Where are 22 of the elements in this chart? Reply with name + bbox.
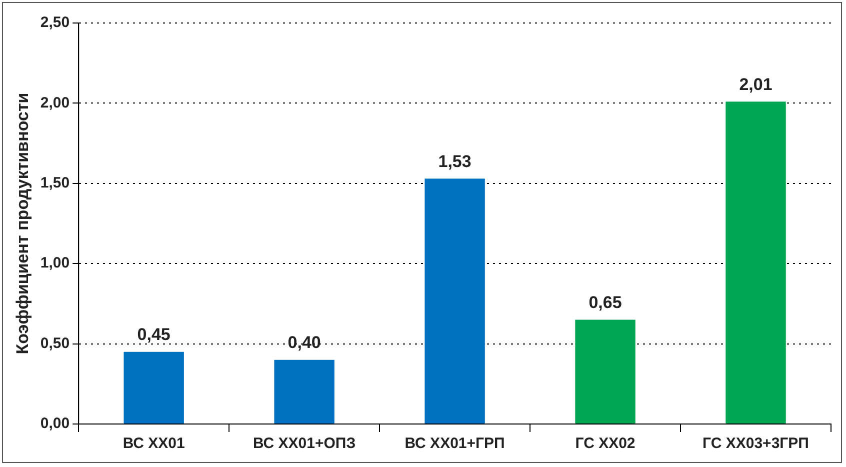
bar <box>575 320 636 424</box>
data-label: 1,53 <box>438 152 472 171</box>
y-tick-label: 2,00 <box>40 94 70 112</box>
y-tick-label: 0,00 <box>40 415 70 432</box>
x-tick-label: ВС ХХ01+ГРП <box>404 435 505 452</box>
data-label: 0,65 <box>588 292 622 312</box>
bar <box>124 352 184 424</box>
x-tick-label: ВС ХХ01 <box>122 435 185 452</box>
x-tick-label: ГС ХХ03+3ГРП <box>702 435 809 452</box>
data-label: 2,01 <box>739 74 772 94</box>
y-tick-label: 2,50 <box>40 14 70 32</box>
x-tick-label: ВС ХХ01+ОПЗ <box>253 435 356 452</box>
x-tick-label: ГС ХХ02 <box>575 435 636 452</box>
y-tick-label: 0,50 <box>40 334 70 352</box>
bar <box>726 102 786 424</box>
bar <box>424 178 485 424</box>
bar <box>274 360 334 424</box>
y-tick-label: 1,50 <box>40 174 70 192</box>
y-axis-title: Коэффициент продуктивности <box>12 92 32 354</box>
data-label: 0,45 <box>137 325 170 344</box>
y-tick-label: 1,00 <box>40 254 70 272</box>
data-label: 0,40 <box>288 333 321 352</box>
